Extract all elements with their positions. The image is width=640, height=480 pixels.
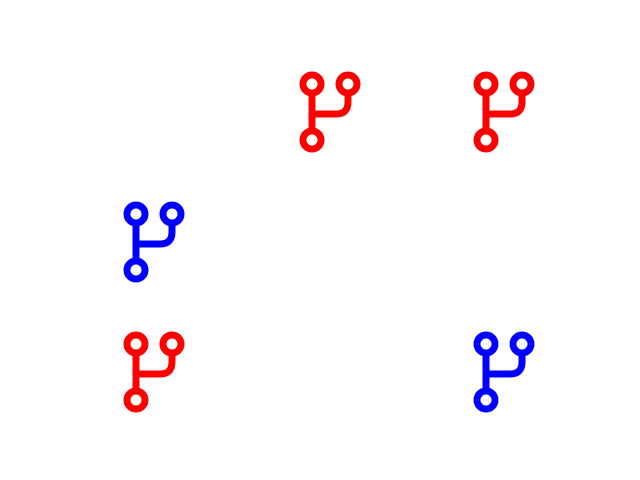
branch-fork xyxy=(308,89,352,118)
branch-fork xyxy=(482,349,526,378)
branch-fork xyxy=(132,349,176,378)
branch-icon xyxy=(292,70,362,160)
branch-icon-graphic xyxy=(123,201,185,283)
branch-icon xyxy=(466,70,536,160)
branch-icon-graphic xyxy=(473,331,535,413)
branch-fork xyxy=(132,219,176,248)
branch-icon-graphic xyxy=(473,71,535,153)
branch-fork xyxy=(482,89,526,118)
branch-icon-graphic xyxy=(123,331,185,413)
branch-icon xyxy=(116,200,186,290)
branch-icon xyxy=(466,330,536,420)
branch-icon-graphic xyxy=(299,71,361,153)
branch-icon xyxy=(116,330,186,420)
